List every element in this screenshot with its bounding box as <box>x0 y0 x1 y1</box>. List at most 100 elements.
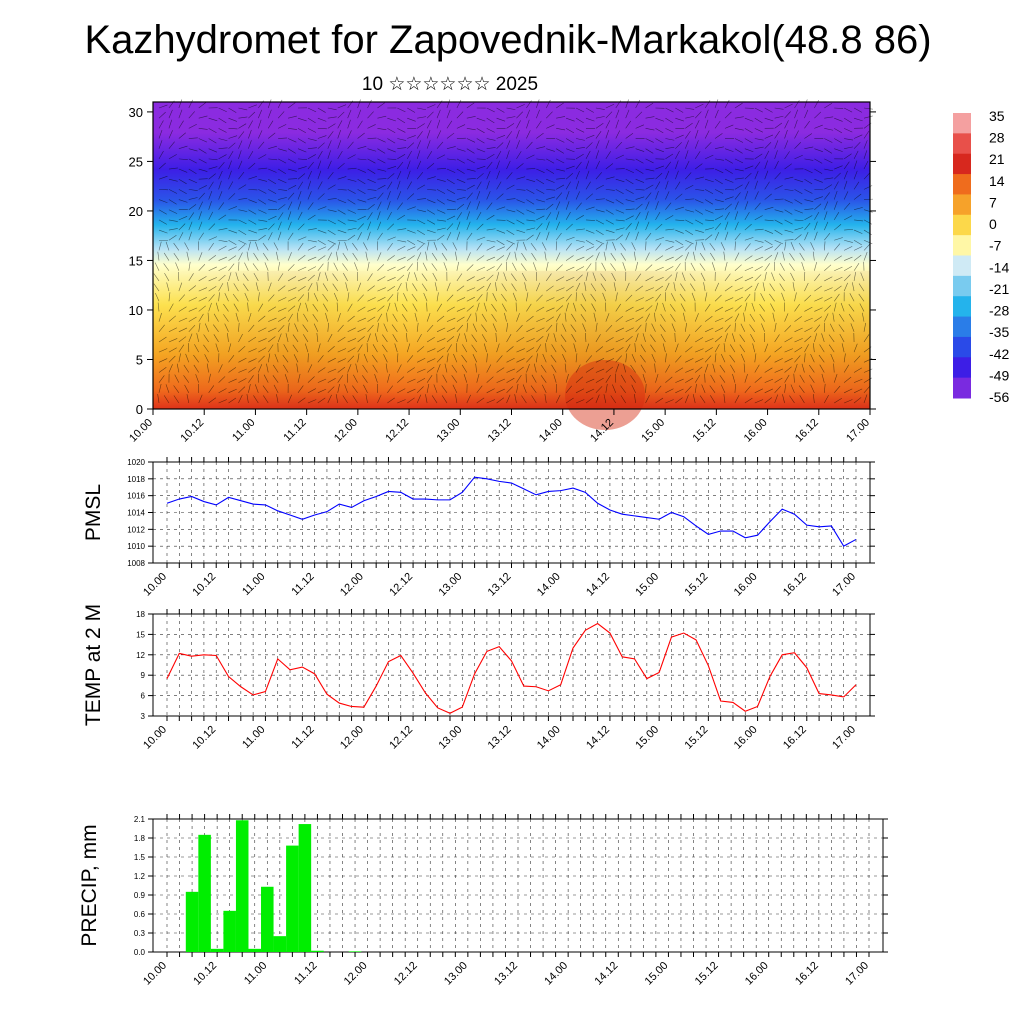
x-tick-label: 13.00 <box>436 724 464 752</box>
x-tick-label: 15.12 <box>691 417 719 445</box>
x-tick-label: 14.00 <box>537 417 565 445</box>
colorbar-label: 7 <box>989 194 997 210</box>
cross-section-shading <box>153 270 870 409</box>
colorbar: 35 28 21 14 7 0 -7 -14 -21 -28 -35 -42 -49 -56 <box>953 108 1009 405</box>
x-tick-label: 16.12 <box>781 571 809 599</box>
precip-bar <box>235 820 249 952</box>
x-tick-label: 11.12 <box>289 571 316 598</box>
x-tick-label: 14.12 <box>592 960 620 988</box>
y-tick-label: 1018 <box>127 475 145 484</box>
colorbar-segment <box>953 336 971 358</box>
x-tick-label: 11.12 <box>289 724 316 751</box>
y-tick-label: 3 <box>141 712 146 721</box>
chart-title: Kazhydromet for Zapovednik-Markakol(48.8… <box>84 18 932 62</box>
x-tick-label: 13.12 <box>492 960 520 988</box>
colorbar-segment <box>953 316 971 338</box>
colorbar-segment <box>953 133 971 155</box>
colorbar-label: 21 <box>989 151 1005 167</box>
x-tick-label: 16.12 <box>793 417 821 445</box>
y-tick-label: 0.0 <box>134 948 146 957</box>
x-tick-label: 16.00 <box>742 417 770 445</box>
x-tick-label: 15.00 <box>643 960 671 988</box>
y-tick-label: 1008 <box>127 559 145 568</box>
x-tick-label: 13.00 <box>434 417 462 445</box>
x-tick-label: 12.12 <box>383 417 411 445</box>
colorbar-segment <box>953 357 971 379</box>
y-tick-label: 0.6 <box>134 910 146 919</box>
x-tick-label: 14.12 <box>584 724 612 752</box>
colorbar-label: -42 <box>989 346 1009 362</box>
x-tick-label: 17.00 <box>844 417 872 445</box>
colorbar-segment <box>953 113 971 134</box>
colorbar-segment <box>953 153 971 175</box>
cross-section-plot: 0 5 10 15 20 25 30 10.00 10.12 11.00 11.12 12.00 12.… <box>127 99 876 445</box>
x-tick-label: 12.12 <box>392 960 420 988</box>
x-tick-label: 13.12 <box>486 724 514 752</box>
colorbar-segment <box>953 255 971 277</box>
colorbar-label: -28 <box>989 303 1009 319</box>
precip-bar <box>348 951 362 952</box>
precip-bar <box>298 824 312 952</box>
precip-bar <box>248 948 262 952</box>
x-tick-label: 11.00 <box>240 724 267 751</box>
x-tick-label: 11.00 <box>240 571 267 598</box>
y-axis-title: PMSL <box>82 484 105 541</box>
y-tick-label: 1020 <box>127 458 145 467</box>
x-tick-label: 12.12 <box>387 571 415 599</box>
y-tick-label: 2.1 <box>134 815 146 824</box>
precip-bar <box>261 886 274 952</box>
y-tick-label: 1010 <box>127 542 145 551</box>
colorbar-label: 35 <box>989 108 1005 124</box>
y-tick-label: 1.5 <box>134 853 146 862</box>
y-tick-label: 0 <box>136 402 143 417</box>
colorbar-label: -56 <box>989 389 1009 405</box>
x-tick-label: 11.00 <box>242 960 269 987</box>
wind-barbs <box>153 99 874 404</box>
colorbar-label: -49 <box>989 367 1009 383</box>
x-tick-label: 12.00 <box>338 724 366 752</box>
precip-bar <box>273 936 287 952</box>
colorbar-label: -7 <box>989 238 1002 254</box>
y-tick-label: 30 <box>129 105 143 120</box>
colorbar-segment <box>953 174 971 195</box>
y-tick-label: 1014 <box>127 509 145 518</box>
x-tick-label: 13.00 <box>436 571 464 599</box>
x-tick-label: 14.00 <box>535 571 563 599</box>
colorbar-segment <box>953 194 971 216</box>
x-tick-label: 12.00 <box>332 417 360 445</box>
y-tick-label: 1.8 <box>134 834 146 843</box>
x-tick-label: 10.00 <box>141 571 169 599</box>
precip-bar <box>185 891 199 952</box>
colorbar-label: 0 <box>989 216 997 232</box>
x-tick-label: 12.00 <box>342 960 370 988</box>
x-tick-label: 11.00 <box>230 417 257 444</box>
panel-1: 1008 1010 1012 1014 1016 1018 1020 10.00 10.12 11… <box>82 457 875 599</box>
colorbar-segment <box>953 235 971 256</box>
x-tick-label: 10.00 <box>127 417 155 445</box>
y-axis-title: PRECIP, mm <box>78 824 101 946</box>
y-tick-label: 15 <box>136 630 145 639</box>
x-tick-label: 12.12 <box>387 724 415 752</box>
x-tick-label: 17.00 <box>830 571 858 599</box>
x-tick-label: 16.12 <box>793 960 821 988</box>
x-tick-label: 16.00 <box>743 960 771 988</box>
x-tick-label: 16.00 <box>732 571 760 599</box>
x-tick-label: 10.12 <box>191 960 219 988</box>
y-tick-label: 25 <box>129 154 143 169</box>
x-tick-label: 14.00 <box>542 960 570 988</box>
colorbar-label: 14 <box>989 173 1005 189</box>
x-tick-label: 15.00 <box>633 571 661 599</box>
y-tick-label: 12 <box>136 651 145 660</box>
chart-subtitle: 10 ☆☆☆☆☆☆ 2025 <box>361 74 539 95</box>
y-tick-label: 9 <box>141 671 146 680</box>
y-tick-label: 0.3 <box>134 929 146 938</box>
x-tick-label: 16.00 <box>732 724 760 752</box>
colorbar-label: -21 <box>989 281 1009 297</box>
panel-3: 0.0 0.3 0.6 0.9 1.2 1.5 1.8 2.1 10.00 10.12 11.00 1… <box>78 814 888 988</box>
x-tick-label: 11.12 <box>281 417 308 444</box>
x-tick-label: 14.12 <box>584 571 612 599</box>
x-tick-label: 12.00 <box>338 571 366 599</box>
panel-2: 3 6 9 12 15 18 10.00 10.12 11.00 11.12 12.00 12.12 1… <box>82 604 875 752</box>
precip-bar <box>311 950 324 952</box>
